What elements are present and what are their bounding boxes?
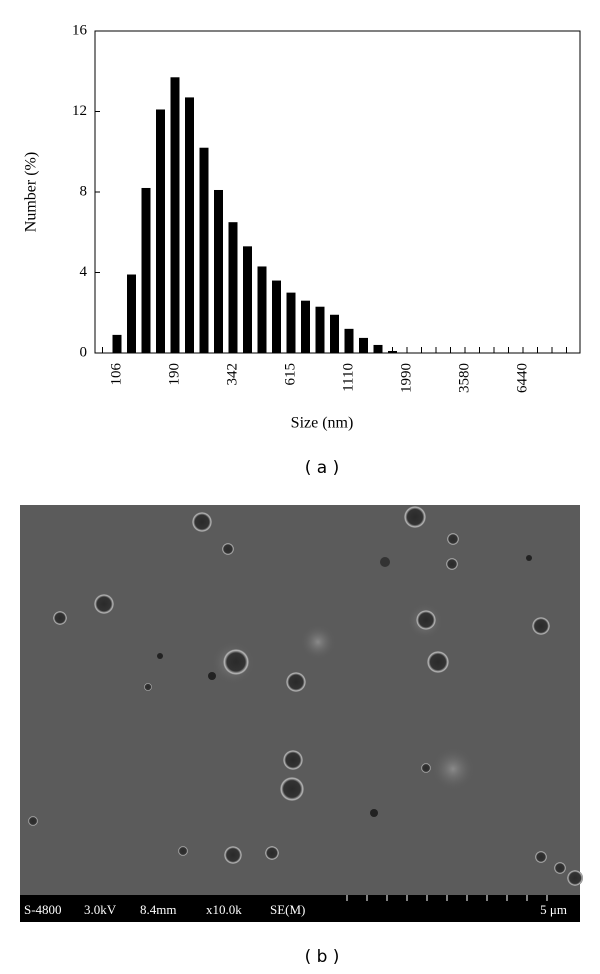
x-tick-label: 1990	[398, 363, 414, 393]
x-tick-label: 190	[166, 363, 182, 386]
x-tick-label: 1110	[340, 363, 356, 392]
bar	[214, 189, 223, 353]
bar	[127, 274, 136, 353]
x-tick-label: 342	[224, 363, 240, 386]
bar	[330, 314, 339, 353]
bar	[170, 77, 180, 353]
bar	[272, 280, 281, 353]
bar	[243, 246, 252, 353]
x-axis-label: Size (nm)	[291, 415, 354, 432]
bar	[359, 337, 368, 353]
info-item: S-4800	[24, 902, 62, 917]
bar	[373, 344, 383, 353]
info-item: x10.0k	[206, 902, 242, 917]
pores	[28, 506, 583, 886]
y-axis-label: Number (%)	[23, 152, 40, 232]
info-item: SE(M)	[270, 902, 305, 917]
plot-frame	[94, 30, 581, 354]
y-tick-label: 8	[80, 183, 88, 199]
image-background	[20, 505, 580, 922]
bar	[301, 300, 310, 353]
y-tick-label: 12	[72, 103, 87, 119]
bar	[228, 222, 238, 353]
x-tick-label: 3580	[456, 363, 472, 393]
caption: ( a )	[305, 458, 340, 478]
bar	[141, 187, 151, 353]
scale-bar	[346, 895, 548, 901]
bar	[185, 97, 194, 353]
y-tick-label: 16	[72, 22, 88, 38]
y-tick-label: 4	[80, 264, 88, 280]
chart: 0 4 8 12 16 Number (%) Size (nm) 106 190 342 615 11…	[23, 22, 581, 432]
bar	[286, 292, 296, 353]
y-tick-label: 0	[80, 344, 88, 360]
bar	[257, 266, 267, 353]
bar	[388, 350, 397, 353]
info-item: 8.4mm	[140, 902, 176, 917]
bar	[112, 334, 122, 353]
bar	[199, 147, 209, 353]
bar	[344, 328, 354, 353]
bar	[156, 109, 165, 353]
sem-image: S-4800 3.0kV 8.4mm x10.0k SE(M) 5 μm	[20, 505, 583, 922]
x-tick-label: 106	[108, 363, 124, 386]
caption: ( b )	[305, 947, 340, 967]
info-item: 3.0kV	[84, 902, 117, 917]
info-text: S-4800 3.0kV 8.4mm x10.0k SE(M)	[24, 902, 305, 917]
x-tick-label: 6440	[514, 363, 530, 393]
scale-label: 5 μm	[540, 902, 567, 917]
x-tick-label: 615	[282, 363, 298, 386]
bar	[315, 306, 325, 353]
